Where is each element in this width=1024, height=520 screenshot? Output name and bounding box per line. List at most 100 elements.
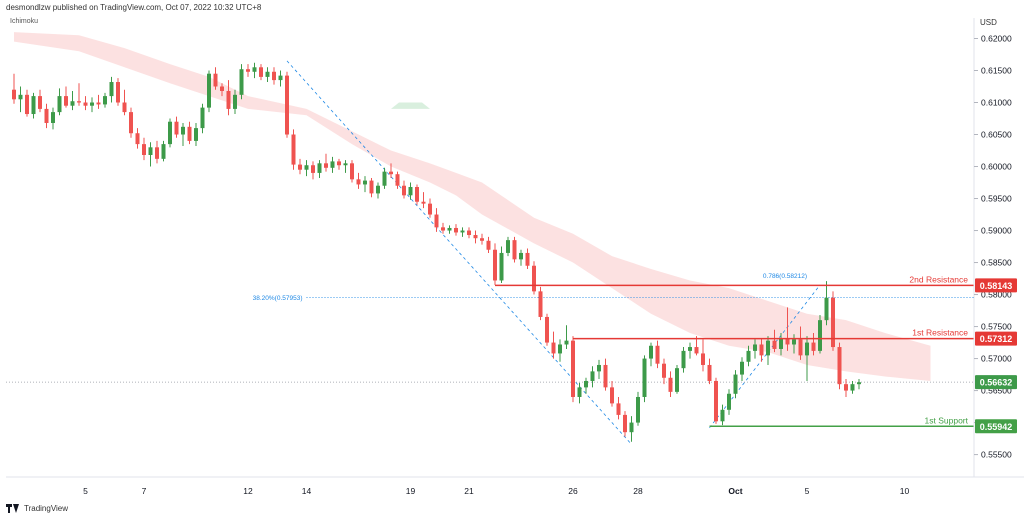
candle-body	[473, 235, 478, 239]
candle	[304, 160, 309, 177]
candle-body	[428, 203, 432, 215]
cloud-bullish	[391, 102, 430, 109]
tradingview-logo-icon	[6, 504, 20, 513]
candle	[25, 89, 29, 117]
candle	[558, 339, 562, 362]
candle	[415, 184, 419, 205]
candle-body	[350, 163, 354, 180]
y-tick-label: 0.60000	[981, 162, 1012, 172]
candle	[805, 336, 809, 381]
y-tick-label: 0.56500	[981, 386, 1012, 396]
y-tick-label: 0.61000	[981, 98, 1012, 108]
candle	[408, 182, 413, 200]
candle	[181, 122, 185, 147]
candle-body	[636, 396, 640, 423]
candle	[597, 359, 601, 380]
candle-body	[603, 364, 608, 388]
candle	[623, 411, 627, 437]
candle-body	[382, 171, 387, 186]
candle-body	[642, 358, 647, 397]
candle	[103, 92, 107, 108]
candle-body	[272, 71, 276, 81]
candle	[506, 236, 510, 257]
1st-resistance-price-label: 0.57312	[980, 334, 1013, 344]
candle-body	[720, 409, 725, 422]
candle-body	[51, 112, 55, 123]
candle	[532, 261, 536, 295]
candle	[389, 163, 393, 179]
candle-body	[226, 90, 231, 109]
2nd-resistance-label: 2nd Resistance	[909, 274, 968, 284]
candle-body	[31, 96, 36, 115]
candle-body	[389, 171, 393, 175]
candle-body	[798, 339, 803, 356]
candle-body	[707, 364, 712, 381]
candle-body	[766, 340, 770, 356]
y-tick-label: 0.57000	[981, 354, 1012, 364]
candle-body	[441, 227, 445, 231]
candle	[447, 225, 452, 234]
candle-body	[837, 347, 842, 385]
time-axis[interactable]: 5 7 12 14 19 21 26 28 Oct 5 10	[83, 486, 909, 496]
candle	[694, 336, 699, 356]
candle-body	[259, 67, 263, 77]
candle	[207, 70, 211, 113]
candle	[148, 142, 153, 167]
candle-body	[291, 134, 296, 165]
candle-body	[623, 414, 627, 433]
candle-body	[194, 128, 198, 141]
candle-body	[850, 384, 855, 391]
candle-body	[629, 422, 634, 433]
candle	[610, 380, 614, 407]
candle-body	[12, 89, 16, 100]
candle	[857, 379, 861, 390]
candle	[681, 347, 686, 373]
candle	[753, 339, 757, 359]
tradingview-brand[interactable]: TradingView	[6, 504, 68, 513]
candle	[779, 332, 783, 356]
candle	[850, 380, 855, 394]
candle-body	[688, 347, 692, 351]
candle-body	[363, 180, 367, 185]
candle-body	[538, 291, 543, 317]
candle-body	[161, 144, 166, 159]
candle-body	[116, 82, 120, 103]
candle	[727, 389, 731, 415]
x-tick-label: 12	[243, 486, 253, 496]
candle	[285, 71, 289, 138]
candle-body	[239, 69, 244, 95]
candle	[38, 89, 42, 113]
candle-body	[44, 108, 49, 123]
candle-body	[467, 230, 471, 236]
candle-body	[714, 380, 718, 422]
candle	[12, 73, 16, 104]
candle	[818, 315, 822, 354]
candle-body	[694, 347, 699, 354]
candle	[135, 128, 140, 149]
candle	[720, 404, 725, 426]
candle-body	[57, 96, 62, 113]
y-tick-label: 0.58500	[981, 258, 1012, 268]
candle-body	[532, 265, 536, 292]
candle-body	[727, 393, 731, 410]
candle-body	[857, 382, 861, 385]
candle	[584, 377, 588, 394]
candle	[122, 89, 127, 116]
candle	[83, 96, 88, 111]
fib-38-label: 38.20%(0.57953)	[253, 295, 303, 302]
y-tick-label: 0.61500	[981, 65, 1012, 75]
candle	[233, 89, 237, 115]
candle-body	[408, 187, 413, 196]
price-axis[interactable]: 0.62000 0.61500 0.61000 0.60500 0.60000 0.595…	[974, 33, 1012, 460]
candle	[545, 313, 549, 346]
candle	[603, 358, 608, 391]
candle-body	[148, 147, 153, 155]
candle	[701, 339, 705, 372]
candle	[194, 122, 198, 147]
x-tick-label: 19	[406, 486, 416, 496]
indicator-label[interactable]: Ichimoku	[10, 18, 39, 25]
y-tick-label: 0.58000	[981, 290, 1012, 300]
publisher-line: desmondlzw published on TradingView.com,…	[6, 3, 262, 12]
